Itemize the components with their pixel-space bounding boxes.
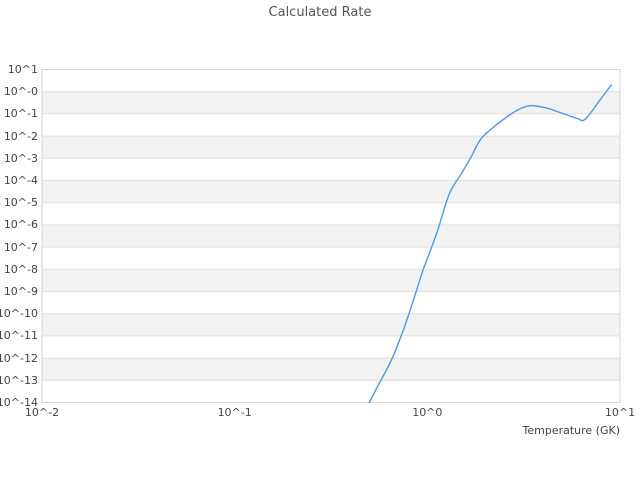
grid-band: [42, 136, 620, 159]
y-tick-label: 10^-10: [0, 307, 38, 321]
grid-band: [42, 358, 620, 381]
x-tick-label: 10^-2: [24, 406, 60, 419]
y-tick-label: 10^-14: [0, 396, 38, 409]
grid-band: [42, 313, 620, 336]
y-tick-label: 10^-2: [3, 129, 38, 143]
grid-band: [42, 269, 620, 292]
x-tick-label: 10^0: [412, 406, 443, 419]
y-tick-label: 10^-3: [3, 151, 38, 165]
x-tick-label: 10^-1: [217, 406, 252, 419]
y-tick-label: 10^-12: [0, 351, 38, 365]
plot-border: [41, 69, 621, 403]
chart-title: Calculated Rate: [268, 5, 372, 20]
y-tick-label: 10^-5: [3, 196, 38, 210]
y-tick-label: 10^-11: [0, 329, 38, 343]
y-tick-label: 10^-1: [3, 107, 38, 121]
y-tick-label: 10^-8: [3, 262, 38, 276]
grid-band: [42, 180, 620, 203]
grid-band: [42, 224, 620, 248]
y-tick-label: 10^-9: [3, 285, 38, 298]
y-tick-label: 10^-7: [3, 240, 38, 254]
y-tick-label: 10^-0: [3, 85, 38, 99]
grid-band: [42, 91, 620, 114]
x-tick-label: 10^1: [604, 406, 636, 419]
y-tick-label: 10^-4: [3, 174, 38, 187]
y-tick-label: 10^1: [7, 63, 38, 76]
y-tick-label: 10^-13: [0, 373, 38, 387]
x-axis-label: Temperature (GK): [522, 424, 621, 437]
rate-curve: [368, 84, 612, 404]
y-tick-label: 10^-6: [3, 218, 38, 232]
